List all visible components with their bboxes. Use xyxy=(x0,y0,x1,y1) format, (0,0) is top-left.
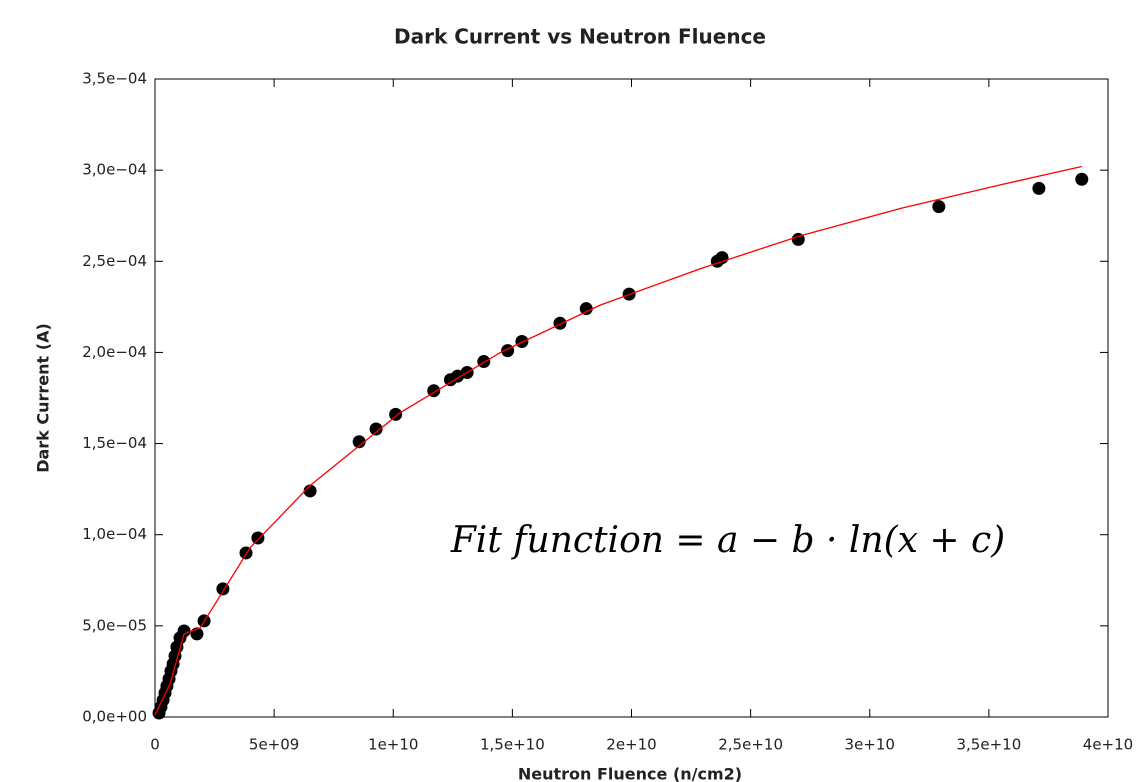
chart-title: Dark Current vs Neutron Fluence xyxy=(394,25,766,49)
data-point xyxy=(515,334,529,348)
x-tick-label: 3e+10 xyxy=(845,736,895,754)
y-tick-label: 0,0e+00 xyxy=(82,708,147,726)
data-point xyxy=(389,407,403,421)
data-point xyxy=(553,316,567,330)
data-point xyxy=(251,531,265,545)
data-point xyxy=(579,302,593,316)
x-tick-label: 4e+10 xyxy=(1083,736,1133,754)
y-tick-label: 1,5e−04 xyxy=(82,434,147,452)
x-tick-label: 2,5e+10 xyxy=(718,736,783,754)
plot-frame xyxy=(154,78,1109,718)
data-point xyxy=(1032,181,1046,195)
y-tick-label: 2,5e−04 xyxy=(82,252,147,270)
y-axis-title: Dark Current (A) xyxy=(34,323,53,473)
y-tick-label: 3,0e−04 xyxy=(82,161,147,179)
data-point xyxy=(352,435,366,449)
data-point xyxy=(303,484,317,498)
data-point xyxy=(477,355,491,369)
x-tick-label: 0 xyxy=(150,736,160,754)
data-point xyxy=(1075,172,1089,186)
data-point xyxy=(932,200,946,214)
x-tick-label: 3,5e+10 xyxy=(957,736,1022,754)
data-point xyxy=(177,624,191,638)
y-tick-label: 3,5e−04 xyxy=(82,70,147,88)
data-point xyxy=(369,422,383,436)
x-tick-label: 1e+10 xyxy=(368,736,418,754)
x-tick-label: 1,5e+10 xyxy=(480,736,545,754)
y-tick-label: 1,0e−04 xyxy=(82,525,147,543)
fit-line xyxy=(154,165,1082,716)
annotation: Fit function = a − b · ln(x + c) xyxy=(450,520,1005,561)
y-tick-label: 2,0e−04 xyxy=(82,343,147,361)
y-tick-label: 5,0e−05 xyxy=(82,616,147,634)
x-tick-label: 5e+09 xyxy=(249,736,299,754)
x-axis-title: Neutron Fluence (n/cm2) xyxy=(518,765,742,782)
data-point xyxy=(239,546,253,560)
x-tick-label: 2e+10 xyxy=(606,736,656,754)
